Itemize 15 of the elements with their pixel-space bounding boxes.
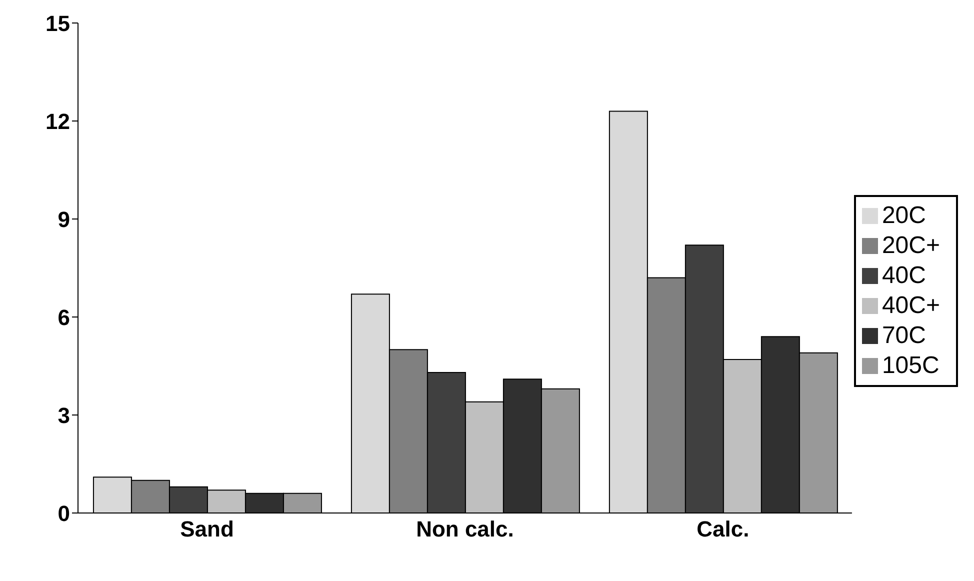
legend-label: 40C (882, 262, 926, 288)
y-tick-label: 3 (58, 402, 70, 428)
legend-label: 70C (882, 322, 926, 348)
legend-label: 20C (882, 202, 926, 228)
y-tick-label: 9 (58, 206, 70, 232)
legend-label: 40C+ (882, 292, 940, 318)
x-tick-label: Calc. (696, 516, 750, 542)
legend-label: 20C+ (882, 232, 940, 258)
y-tick-label: 12 (46, 108, 70, 134)
y-tick-label: 0 (58, 500, 70, 526)
y-tick-label: 6 (58, 304, 70, 330)
legend-label: 105C (882, 352, 940, 378)
y-tick-label: 15 (46, 10, 70, 36)
x-tick-label: Sand (180, 516, 234, 542)
x-tick-label: Non calc. (416, 516, 514, 542)
